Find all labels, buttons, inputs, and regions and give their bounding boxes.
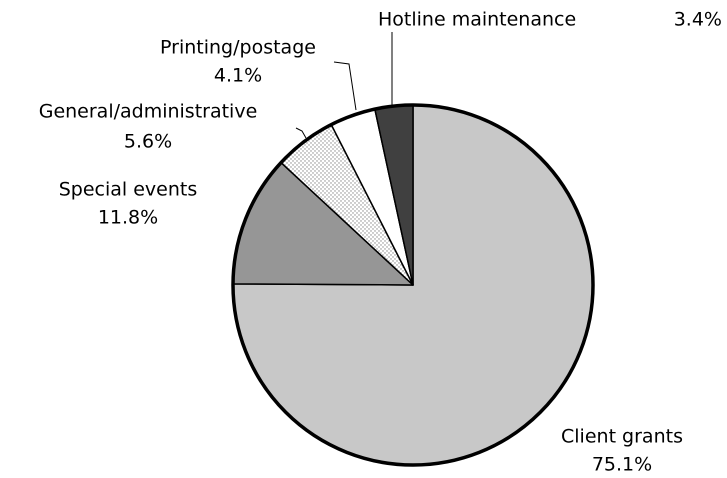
slice-value-label: 4.1% [214,65,262,87]
leader-line [333,61,357,111]
pie-outline [231,103,595,467]
slice-value-label: 11.8% [98,207,158,229]
slice-label: Client grants [561,426,683,448]
leader-line [295,127,307,139]
slice-label: Printing/postage [160,37,316,59]
slice-value-label: 75.1% [592,454,652,476]
slice-value-label: 5.6% [124,131,172,153]
slice-label: Special events [59,179,198,201]
slice-value-label: 3.4% [674,9,722,31]
slice-label: Hotline maintenance [378,9,576,31]
slice-label: General/administrative [39,101,258,123]
